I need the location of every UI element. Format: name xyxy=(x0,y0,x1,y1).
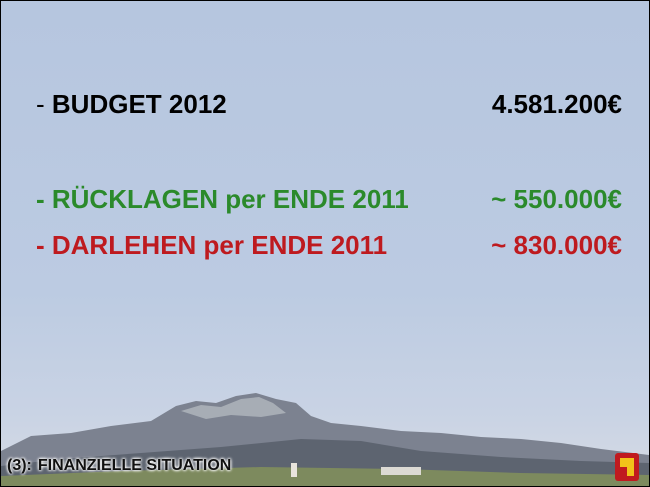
landscape xyxy=(1,393,649,486)
row-label: - RÜCKLAGEN per ENDE 2011 xyxy=(36,184,409,214)
row-label: - DARLEHEN per ENDE 2011 xyxy=(36,230,388,260)
row-value: ~ 550.000€ xyxy=(491,184,622,214)
slide-title: FINANZIELLE SITUATION xyxy=(37,457,232,474)
row-value: ~ 830.000€ xyxy=(491,230,622,260)
budget-row: - BUDGET 2012 4.581.200€ xyxy=(36,89,622,120)
reserves-row: - RÜCKLAGEN per ENDE 2011 ~ 550.000€ xyxy=(36,184,622,215)
row-label: BUDGET 2012 xyxy=(51,89,227,119)
row-value: 4.581.200€ xyxy=(491,89,622,119)
logo xyxy=(615,453,639,481)
slide-number: (3): xyxy=(7,457,32,474)
loans-row: - DARLEHEN per ENDE 2011 ~ 830.000€ xyxy=(36,230,622,261)
footer: (3): FINANZIELLE SITUATION xyxy=(7,457,231,475)
dash: - xyxy=(36,89,45,119)
